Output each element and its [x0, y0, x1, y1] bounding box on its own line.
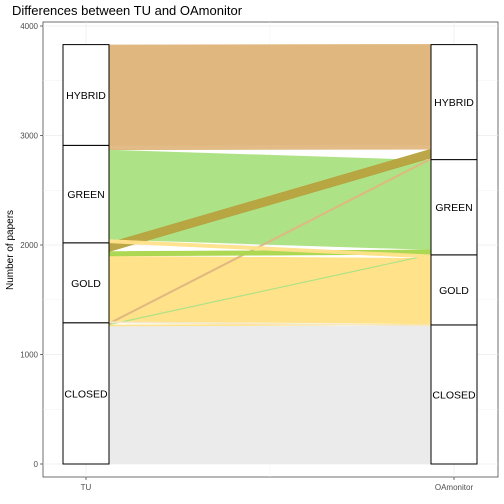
y-tick-label: 2000: [20, 241, 38, 250]
stratum-label-oamonitor-hybrid: HYBRID: [434, 97, 474, 109]
stratum-label-tu-green: GREEN: [67, 189, 104, 201]
y-tick-label: 4000: [20, 22, 38, 31]
stratum-tu-closed: [62, 322, 110, 465]
flow-closed-to-closed: [109, 326, 431, 464]
x-axis-ticks: TU OAmonitor: [81, 477, 474, 492]
stratum-tu-gold: [62, 242, 110, 324]
chart-title: Differences between TU and OAmonitor: [12, 3, 243, 18]
stratum-label-tu-hybrid: HYBRID: [66, 90, 106, 102]
y-tick-label: 0: [34, 460, 39, 469]
stratum-tu-green: [62, 144, 110, 244]
flow-green-to-hybrid: [108, 144, 432, 151]
stratum-oamonitor-closed: [430, 324, 478, 465]
stratum-label-oamonitor-green: GREEN: [435, 202, 472, 214]
x-tick-label-tu: TU: [81, 483, 92, 492]
flows: [108, 44, 432, 464]
y-axis-label: Number of papers: [5, 210, 16, 290]
stratum-label-oamonitor-closed: CLOSED: [432, 389, 476, 401]
stratum-tu-hybrid: [62, 44, 110, 146]
stratum-label-oamonitor-gold: GOLD: [439, 285, 469, 297]
stratum-oamonitor-green: [430, 159, 478, 256]
stratum-label-tu-closed: CLOSED: [64, 388, 108, 400]
y-tick-label: 1000: [20, 351, 38, 360]
stratum-oamonitor-hybrid: [430, 44, 478, 161]
x-tick-label-oamonitor: OAmonitor: [435, 483, 474, 492]
y-tick-label: 3000: [20, 132, 38, 141]
stratum-label-tu-gold: GOLD: [71, 278, 101, 290]
y-axis-ticks: 0 1000 2000 3000 4000: [20, 22, 43, 469]
flow-hybrid-to-hybrid: [109, 44, 431, 146]
strata: CLOSED GOLD GREEN HYBRID CLOSED GOLD GREEN HYBR…: [62, 44, 478, 465]
